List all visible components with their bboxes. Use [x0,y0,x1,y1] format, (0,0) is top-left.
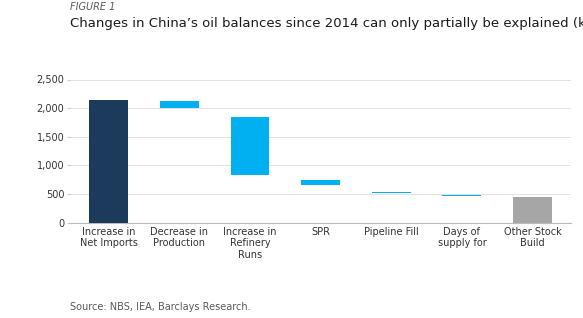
Text: FIGURE 1: FIGURE 1 [70,2,115,11]
Bar [442,195,482,196]
Bar [372,192,410,193]
Text: Source: NBS, IEA, Barclays Research.: Source: NBS, IEA, Barclays Research. [70,302,251,312]
Bar [231,117,269,176]
Bar [89,100,128,223]
Bar [513,197,552,223]
Text: Changes in China’s oil balances since 2014 can only partially be explained (kb/d: Changes in China’s oil balances since 20… [70,17,583,31]
Bar [301,180,340,185]
Bar [160,101,199,108]
